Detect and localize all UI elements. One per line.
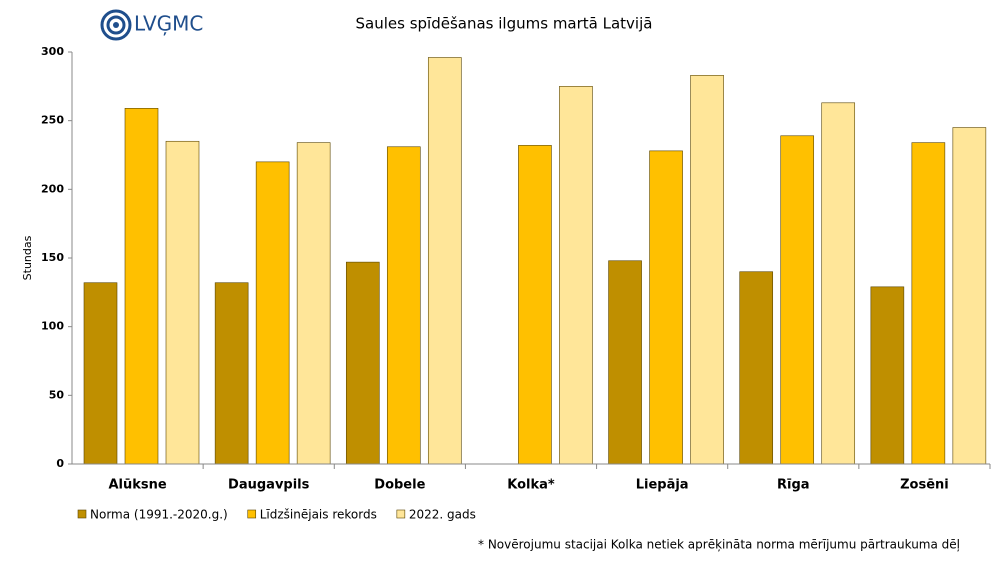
x-tick-label: Zosēni <box>900 478 949 493</box>
logo: LVĢMC <box>100 9 203 41</box>
x-tick-label: Daugavpils <box>228 478 310 493</box>
x-tick-label: Dobele <box>374 478 425 493</box>
bar <box>165 140 200 465</box>
legend-swatch <box>396 509 406 519</box>
bar <box>386 146 421 465</box>
bar <box>559 86 593 465</box>
y-tick-label: 50 <box>49 388 65 401</box>
bar <box>911 142 946 465</box>
bar <box>821 102 856 465</box>
y-tick-label: 0 <box>56 457 64 470</box>
legend-label: Norma (1991.-2020.g.) <box>90 508 228 522</box>
bar <box>952 127 987 465</box>
bar <box>649 150 683 465</box>
bar <box>124 108 159 465</box>
legend-label: 2022. gads <box>409 508 476 522</box>
legend-swatch <box>77 509 87 519</box>
y-tick-label: 150 <box>41 251 64 264</box>
bar <box>608 260 642 465</box>
bar <box>518 145 552 465</box>
y-axis-label: Stundas <box>21 235 34 280</box>
bar <box>739 271 774 465</box>
footnote: * Novērojumu stacijai Kolka netiek aprēķ… <box>478 538 960 552</box>
y-tick-label: 100 <box>41 320 64 333</box>
bar <box>83 282 118 465</box>
chart-title: Saules spīdēšanas ilgums martā Latvijā <box>356 15 653 33</box>
legend-swatch <box>247 509 257 519</box>
bar <box>870 286 905 465</box>
logo-text: LVĢMC <box>134 12 203 36</box>
bar <box>255 161 290 465</box>
y-tick-label: 300 <box>41 45 64 58</box>
x-tick-label: Alūksne <box>108 478 166 493</box>
bar <box>296 142 331 465</box>
bar <box>214 282 249 465</box>
bar <box>427 57 462 465</box>
legend-label: Līdzšinējais rekords <box>260 508 377 522</box>
bar <box>690 75 724 465</box>
x-tick-label: Rīga <box>777 478 810 493</box>
y-tick-label: 250 <box>41 114 64 127</box>
x-tick-label: Liepāja <box>636 478 689 493</box>
bar <box>780 135 815 465</box>
y-tick-label: 200 <box>41 182 64 195</box>
bar <box>345 261 380 465</box>
x-tick-label: Kolka* <box>507 478 555 493</box>
